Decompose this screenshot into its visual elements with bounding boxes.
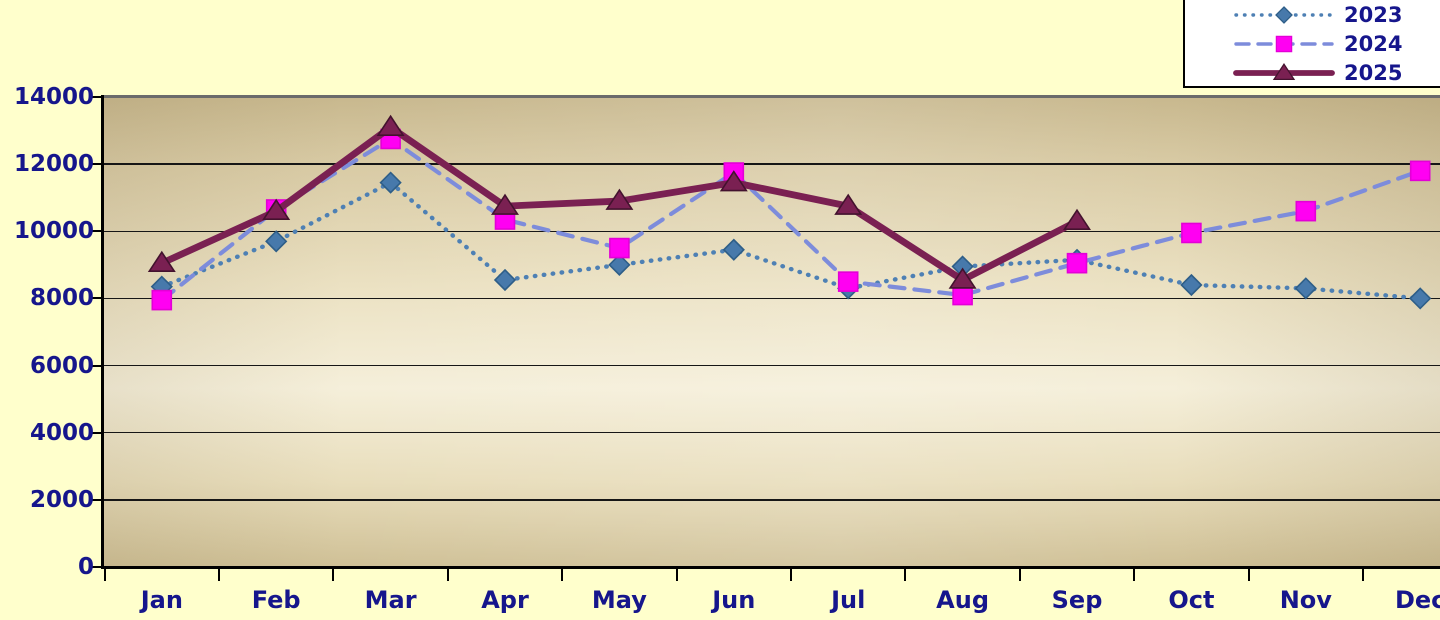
- x-axis-tick: [332, 569, 335, 581]
- x-axis-tick: [790, 569, 792, 581]
- x-axis-label-oct: Oct: [1168, 586, 1215, 614]
- data-point-2025-feb: [262, 198, 291, 220]
- data-point-2023-mar: [379, 171, 402, 194]
- x-axis-label-nov: Nov: [1279, 586, 1332, 614]
- x-axis-tick: [103, 569, 106, 581]
- data-point-2025-jul: [834, 193, 863, 215]
- data-point-2023-jun: [722, 238, 745, 261]
- gridline: [104, 230, 1440, 233]
- y-axis-label: 6000: [29, 352, 94, 379]
- y-axis-label: 8000: [29, 285, 94, 312]
- x-axis-label-may: May: [591, 586, 647, 614]
- data-point-2023-dec: [1409, 287, 1432, 310]
- y-axis-tick: [90, 163, 103, 166]
- legend-label-2023: 2023: [1344, 2, 1403, 27]
- y-axis-label: 14000: [13, 84, 94, 110]
- x-axis-label-apr: Apr: [481, 586, 529, 614]
- data-point-2024-jul: [837, 271, 859, 292]
- x-axis-tick: [218, 569, 220, 581]
- legend-item-2024: 2024: [1185, 29, 1440, 58]
- y-axis-line: [101, 95, 104, 569]
- x-axis-tick: [561, 569, 564, 581]
- data-point-2024-dec: [1409, 160, 1431, 182]
- x-axis-line: [101, 565, 1440, 569]
- gridline: [104, 431, 1440, 434]
- data-point-2025-sep: [1063, 208, 1091, 231]
- x-axis-tick: [675, 569, 678, 581]
- x-axis-tick: [1018, 569, 1021, 581]
- legend-label-2025: 2025: [1344, 60, 1403, 85]
- y-axis-tick: [90, 498, 103, 501]
- y-axis-label: 12000: [13, 151, 94, 178]
- series-line-2023: [159, 180, 1423, 301]
- series-line-2024: [159, 136, 1423, 303]
- y-axis-tick: [90, 96, 103, 98]
- x-axis-label-feb: Feb: [251, 586, 301, 614]
- data-point-2025-aug: [948, 267, 977, 289]
- data-point-2023-oct: [1180, 273, 1203, 297]
- x-axis-label-mar: Mar: [364, 586, 417, 614]
- x-axis-label-sep: Sep: [1051, 586, 1103, 614]
- x-axis-label-jun: Jun: [712, 586, 756, 614]
- x-axis-tick: [904, 569, 907, 581]
- data-point-2023-may: [608, 253, 631, 276]
- x-axis-label-jul: Jul: [831, 586, 866, 614]
- legend-key-2025: [1233, 62, 1335, 80]
- x-axis-tick: [446, 569, 449, 581]
- x-axis-tick: [1362, 569, 1364, 581]
- legend-key-2024: [1234, 35, 1334, 52]
- data-point-2024-sep: [1066, 252, 1088, 274]
- legend-label-2024: 2024: [1344, 31, 1403, 56]
- x-axis-label-aug: Aug: [936, 586, 990, 614]
- data-point-2024-may: [609, 237, 630, 259]
- data-point-2025-may: [605, 188, 634, 210]
- legend-item-2025: 2025: [1185, 58, 1440, 87]
- data-point-2023-nov: [1294, 277, 1317, 300]
- gridline: [104, 297, 1440, 300]
- y-axis-tick: [90, 431, 103, 434]
- data-point-marker: [1272, 62, 1296, 80]
- y-axis-tick: [90, 297, 103, 300]
- gridline: [104, 499, 1440, 501]
- y-axis-label: 2000: [29, 486, 94, 513]
- plot-top-border: [102, 95, 1440, 98]
- x-axis-label-jan: Jan: [140, 586, 183, 614]
- gridline: [104, 364, 1440, 367]
- legend-key-2023: [1234, 5, 1334, 24]
- legend: 2023 2024 2025: [1183, 0, 1440, 88]
- x-axis-tick: [1133, 569, 1136, 581]
- data-point-2025-jun: [719, 170, 748, 192]
- data-point-2025-jan: [147, 250, 176, 272]
- data-point-2024-jan: [151, 289, 173, 311]
- data-point-2025-apr: [491, 193, 519, 215]
- y-axis-label: 0: [77, 554, 94, 580]
- y-axis-tick: [90, 566, 103, 568]
- data-point-marker: [1275, 35, 1293, 52]
- data-point-2024-oct: [1181, 222, 1202, 244]
- y-axis-tick: [90, 230, 103, 233]
- legend-item-2023: 2023: [1185, 0, 1440, 29]
- x-axis-tick: [1247, 569, 1250, 581]
- data-point-2023-feb: [265, 230, 288, 253]
- data-point-marker: [1275, 5, 1293, 24]
- y-axis-label: 4000: [29, 419, 94, 446]
- gridline: [104, 163, 1440, 165]
- x-axis-label-dec: Dec: [1394, 586, 1440, 614]
- data-point-2025-mar: [376, 114, 405, 137]
- data-point-2024-nov: [1295, 200, 1317, 222]
- data-point-2023-apr: [493, 268, 517, 292]
- y-axis-label: 10000: [13, 218, 94, 245]
- y-axis-tick: [90, 364, 103, 367]
